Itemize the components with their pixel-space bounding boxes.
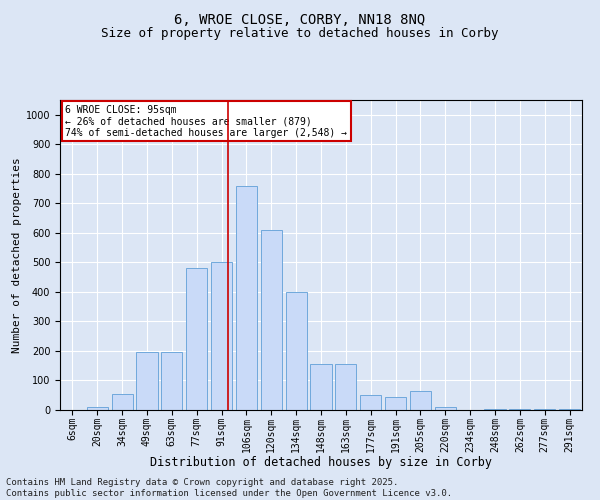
Bar	[310, 364, 332, 410]
Bar	[112, 394, 133, 410]
Bar	[534, 408, 555, 410]
X-axis label: Distribution of detached houses by size in Corby: Distribution of detached houses by size …	[150, 456, 492, 468]
Text: Size of property relative to detached houses in Corby: Size of property relative to detached ho…	[101, 28, 499, 40]
Bar	[335, 364, 356, 410]
Bar	[435, 407, 456, 410]
Text: 6, WROE CLOSE, CORBY, NN18 8NQ: 6, WROE CLOSE, CORBY, NN18 8NQ	[175, 12, 425, 26]
Bar	[385, 396, 406, 410]
Bar	[286, 292, 307, 410]
Bar	[236, 186, 257, 410]
Bar	[559, 408, 580, 410]
Text: 6 WROE CLOSE: 95sqm
← 26% of detached houses are smaller (879)
74% of semi-detac: 6 WROE CLOSE: 95sqm ← 26% of detached ho…	[65, 104, 347, 138]
Bar	[136, 352, 158, 410]
Bar	[87, 407, 108, 410]
Y-axis label: Number of detached properties: Number of detached properties	[11, 157, 22, 353]
Bar	[261, 230, 282, 410]
Bar	[484, 408, 506, 410]
Bar	[186, 268, 207, 410]
Text: Contains HM Land Registry data © Crown copyright and database right 2025.
Contai: Contains HM Land Registry data © Crown c…	[6, 478, 452, 498]
Bar	[211, 262, 232, 410]
Bar	[360, 395, 381, 410]
Bar	[410, 391, 431, 410]
Bar	[161, 352, 182, 410]
Bar	[509, 408, 530, 410]
